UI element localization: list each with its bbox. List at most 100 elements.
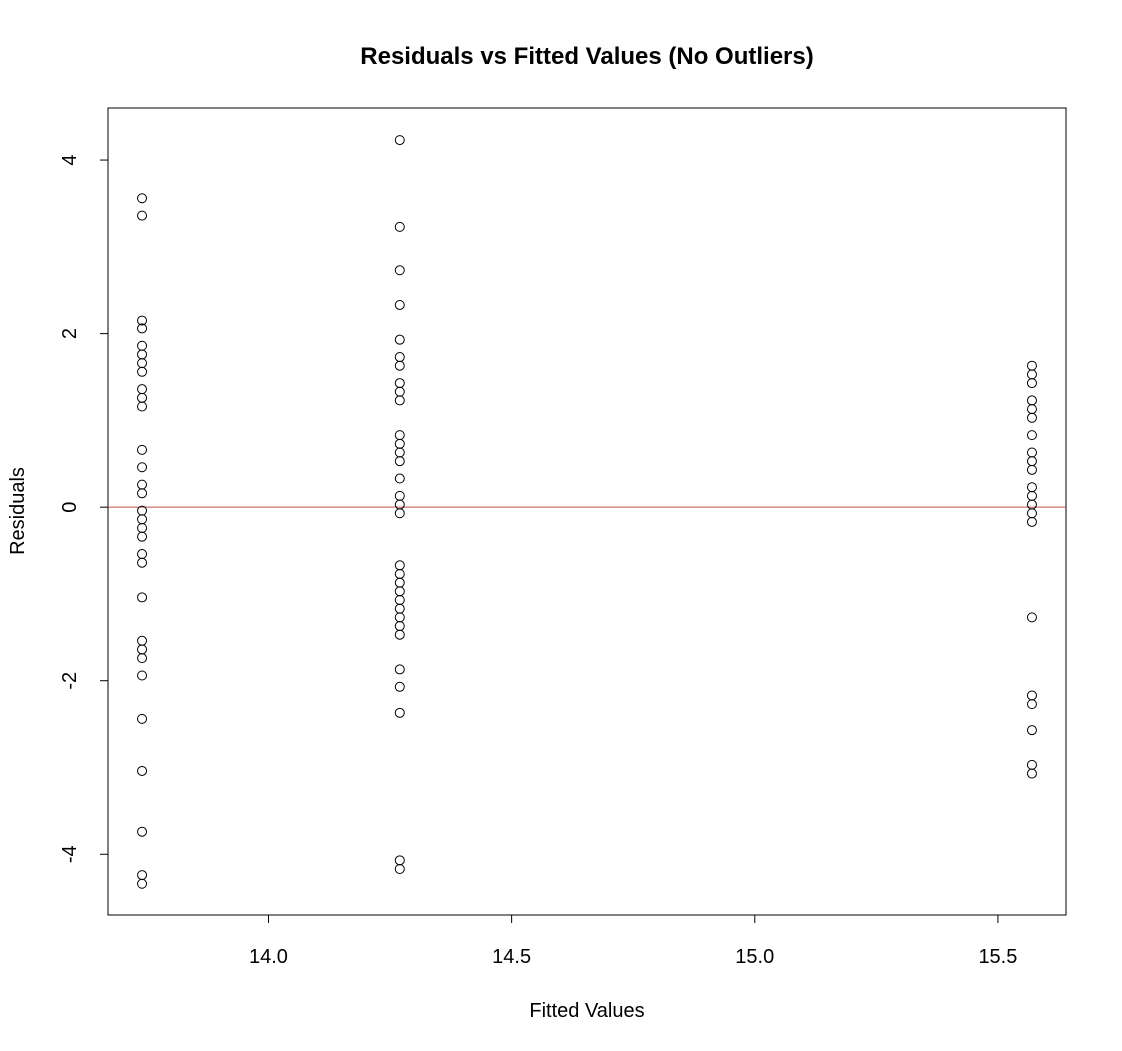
data-point [137,531,148,542]
data-point [137,462,148,473]
data-point [1026,360,1037,371]
data-point [1026,464,1037,475]
x-tick-label: 14.5 [492,946,531,968]
data-point [394,334,405,345]
data-point [1026,725,1037,736]
data-point [137,653,148,664]
data-point [1026,490,1037,501]
data-point [394,681,405,692]
data-point [137,549,148,560]
data-point [394,621,405,632]
data-point [394,473,405,484]
data-point [137,765,148,776]
data-point [394,864,405,875]
data-point [137,514,148,525]
data-point [137,392,148,403]
data-point [137,323,148,334]
data-point [394,586,405,597]
x-axis: 14.0 14.5 15.0 15.5 [249,914,1017,968]
data-point [1026,369,1037,380]
data-point [1026,430,1037,441]
data-point [394,456,405,467]
x-axis-label: Fitted Values [529,1000,644,1022]
data-point [137,384,148,395]
data-point [394,568,405,579]
data-point [137,522,148,533]
data-point [394,221,405,232]
data-point [394,490,405,501]
y-axis: -4 -2 0 2 4 [59,155,109,863]
data-point [394,577,405,588]
data-point [394,299,405,310]
data-point [137,557,148,568]
x-tick-label: 14.0 [249,946,288,968]
data-point [137,870,148,881]
data-point [137,349,148,360]
data-point [1026,378,1037,389]
data-point [394,595,405,606]
data-point [1026,768,1037,779]
data-point [394,629,405,640]
data-point [1026,499,1037,510]
data-point [1026,395,1037,406]
data-point [137,210,148,221]
data-point [137,366,148,377]
data-point [394,499,405,510]
data-point [394,612,405,623]
data-point [137,401,148,412]
data-point [1026,482,1037,493]
x-tick-label: 15.0 [735,946,774,968]
data-point [137,444,148,455]
y-axis-label: Residuals [7,467,29,555]
data-point [1026,412,1037,423]
data-point [137,193,148,204]
y-tick-label: 4 [59,155,81,166]
data-point [137,479,148,490]
data-point [1026,612,1037,623]
data-point [1026,690,1037,701]
data-point [394,855,405,866]
data-point [394,360,405,371]
data-point [394,560,405,571]
data-point [137,592,148,603]
y-tick-label: 0 [59,502,81,513]
data-point [394,603,405,614]
data-point [137,340,148,351]
data-point [1026,456,1037,467]
data-point [137,644,148,655]
chart-title: Residuals vs Fitted Values (No Outliers) [360,43,813,70]
data-point [137,315,148,326]
data-point [137,878,148,889]
data-point [394,352,405,363]
data-point [394,707,405,718]
data-point [394,395,405,406]
data-point [137,488,148,499]
data-point [394,430,405,441]
data-point [137,635,148,646]
data-point [394,508,405,519]
data-point [394,386,405,397]
data-point [137,713,148,724]
data-point [137,826,148,837]
data-point [1026,516,1037,527]
data-point [394,664,405,675]
data-point [137,358,148,369]
data-points [137,135,1037,889]
plot-area-border [107,107,1067,916]
data-point [1026,759,1037,770]
data-point [1026,404,1037,415]
y-tick-label: -4 [59,845,81,863]
data-point [137,670,148,681]
y-tick-label: -2 [59,672,81,690]
data-point [394,447,405,458]
data-point [1026,508,1037,519]
data-point [394,135,405,146]
x-tick-label: 15.5 [978,946,1017,968]
data-point [394,378,405,389]
data-point [1026,447,1037,458]
data-point [1026,699,1037,710]
data-point [394,438,405,449]
data-point [394,265,405,276]
y-tick-label: 2 [59,328,81,339]
